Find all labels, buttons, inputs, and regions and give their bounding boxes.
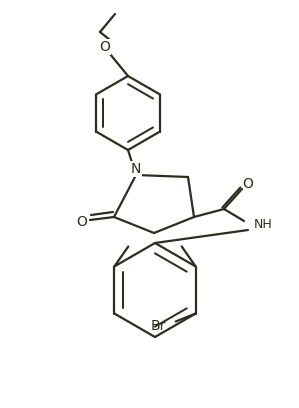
Text: O: O — [77, 215, 87, 229]
Text: NH: NH — [254, 217, 273, 231]
Text: N: N — [131, 162, 141, 176]
Text: O: O — [242, 177, 254, 191]
Text: O: O — [100, 40, 110, 54]
Text: Br: Br — [150, 319, 166, 333]
